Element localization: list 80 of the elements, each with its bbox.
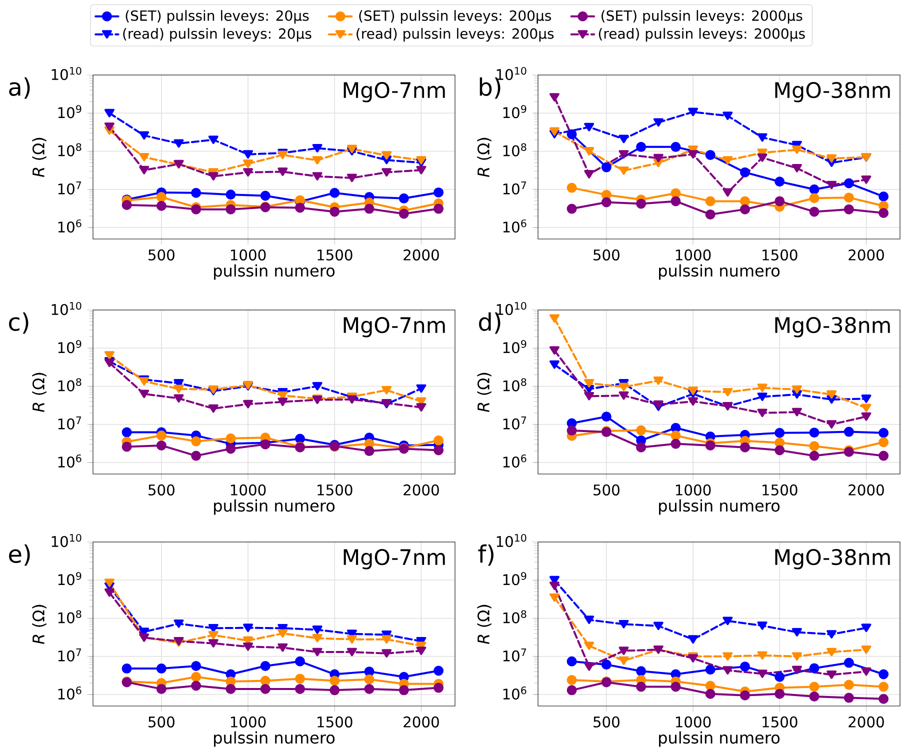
x-tick-label: 500 <box>594 716 620 728</box>
x-axis-title: pulssin numero <box>214 499 335 515</box>
y-tick-label: 10$^{6}$ <box>503 219 526 233</box>
y-tick-label: 10$^{9}$ <box>503 572 526 586</box>
x-axis-title: pulssin numero <box>659 264 780 280</box>
annotation: MgO-38nm <box>775 317 890 338</box>
y-tick-label: 10$^{9}$ <box>503 340 526 354</box>
y-tick-label: 10$^{9}$ <box>58 572 82 586</box>
legend-label: (read) pulssin leveys: 200μs <box>356 28 554 42</box>
legend-label: (SET) pulssin leveys: 2000μs <box>602 10 802 24</box>
x-tick-label: 2000 <box>848 249 884 260</box>
y-tick-label: 10$^{8}$ <box>503 143 526 156</box>
x-axis-title: pulssin numero <box>659 731 780 747</box>
y-tick-label: 10$^{8}$ <box>58 143 82 156</box>
y-tick-label: 10$^{8}$ <box>58 378 82 392</box>
x-axis-title: pulssin numero <box>214 264 335 280</box>
y-tick-label: 10$^{10}$ <box>52 302 82 316</box>
chart-title: e) <box>9 544 30 566</box>
x-tick-label: 1500 <box>318 249 352 260</box>
x-tick-label: 1500 <box>318 484 352 496</box>
chart-title: a) <box>9 77 30 99</box>
y-tick-label: 10$^{10}$ <box>52 66 82 80</box>
legend-label: (SET) pulssin leveys: 200μs <box>359 10 552 24</box>
legend-label: (SET) pulssin leveys: 20μs <box>126 10 309 24</box>
y-axis-title: R (Ω) <box>477 372 492 412</box>
y-tick-label: 10$^{6}$ <box>58 219 82 233</box>
legend-label: (read) pulssin leveys: 20μs <box>123 28 312 42</box>
x-tick-label: 500 <box>148 484 174 496</box>
chart-title: c) <box>9 312 28 334</box>
legend-label: (read) pulssin leveys: 2000μs <box>598 28 805 42</box>
y-tick-label: 10$^{8}$ <box>503 610 526 624</box>
annotation: MgO-7nm <box>344 549 445 570</box>
x-tick-label: 500 <box>148 249 174 260</box>
y-tick-label: 10$^{10}$ <box>496 534 526 548</box>
x-tick-label: 500 <box>594 249 620 260</box>
y-tick-label: 10$^{6}$ <box>58 686 82 700</box>
annotation: MgO-38nm <box>775 82 890 102</box>
y-tick-label: 10$^{10}$ <box>52 534 82 548</box>
chart-title: f) <box>478 544 494 566</box>
x-tick-label: 1500 <box>762 716 798 728</box>
x-tick-label: 1000 <box>676 484 711 496</box>
y-tick-label: 10$^{8}$ <box>503 378 526 392</box>
x-tick-label: 2000 <box>848 716 884 728</box>
y-tick-label: 10$^{7}$ <box>503 648 526 662</box>
x-tick-label: 2000 <box>404 716 439 728</box>
x-tick-label: 1000 <box>676 716 711 728</box>
y-axis-title: R (Ω) <box>32 138 46 178</box>
x-tick-label: 1000 <box>230 484 266 496</box>
y-axis-title: R (Ω) <box>32 604 46 644</box>
y-tick-label: 10$^{7}$ <box>58 416 82 430</box>
x-tick-label: 1000 <box>230 249 266 260</box>
x-tick-label: 500 <box>594 484 620 496</box>
x-tick-label: 1000 <box>230 716 266 728</box>
y-axis-title: R (Ω) <box>477 604 492 644</box>
x-tick-label: 2000 <box>404 249 439 260</box>
y-tick-label: 10$^{6}$ <box>58 454 82 468</box>
x-tick-label: 500 <box>148 716 174 728</box>
y-tick-label: 10$^{7}$ <box>503 181 526 194</box>
x-tick-label: 1500 <box>762 484 798 496</box>
y-axis-title: R (Ω) <box>32 372 46 412</box>
y-tick-label: 10$^{7}$ <box>58 648 82 662</box>
y-tick-label: 10$^{9}$ <box>58 105 82 118</box>
y-tick-label: 10$^{9}$ <box>503 105 526 118</box>
y-tick-label: 10$^{6}$ <box>503 686 526 700</box>
annotation: MgO-7nm <box>344 82 445 102</box>
x-axis-title: pulssin numero <box>659 499 780 515</box>
y-tick-label: 10$^{8}$ <box>58 610 82 624</box>
x-tick-label: 2000 <box>404 484 439 496</box>
x-tick-label: 1000 <box>676 249 711 260</box>
y-tick-label: 10$^{7}$ <box>503 416 526 430</box>
y-axis-title: R (Ω) <box>477 138 492 178</box>
x-tick-label: 2000 <box>848 484 884 496</box>
annotation: MgO-38nm <box>775 549 890 570</box>
x-tick-label: 1500 <box>762 249 798 260</box>
x-tick-label: 1500 <box>318 716 352 728</box>
annotation: MgO-7nm <box>344 317 445 338</box>
y-tick-label: 10$^{6}$ <box>503 454 526 468</box>
y-tick-label: 10$^{9}$ <box>58 340 82 354</box>
x-axis-title: pulssin numero <box>214 731 335 747</box>
y-tick-label: 10$^{7}$ <box>58 181 82 194</box>
